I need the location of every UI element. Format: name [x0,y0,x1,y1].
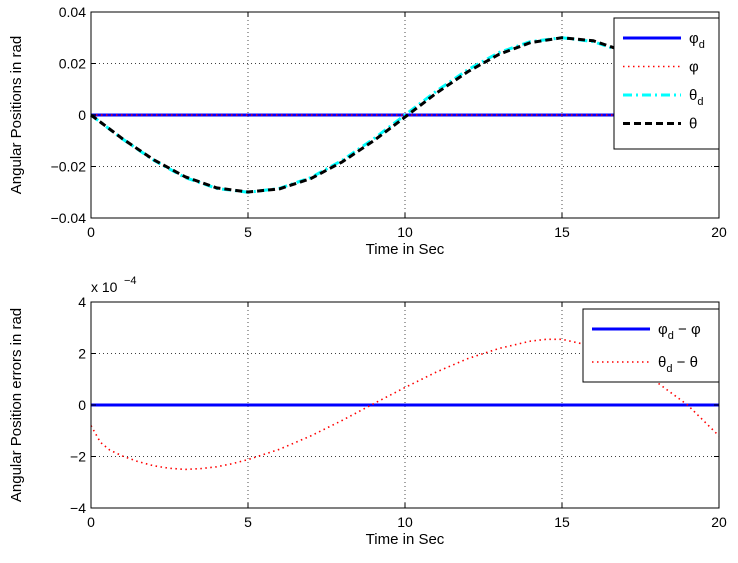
legend-subscript: d [668,330,674,342]
legend-symbol: φ [689,30,699,47]
legend-symbol: θ [658,354,666,371]
x-tick-label: 20 [711,224,727,240]
exponent-power: −4 [124,275,137,287]
legend-label-2: θd [689,87,703,108]
legend-box [582,308,720,383]
legend-label-1: θd − θ [658,354,698,375]
x-tick-label: 5 [244,224,252,240]
legend-rest: − φ [674,321,701,338]
y-tick-label: 4 [78,294,86,310]
y-tick-label: −4 [70,500,86,516]
y-axis-label: Angular Positions in rad [8,36,25,194]
x-tick-label: 10 [397,224,413,240]
top-chart: 0 5 10 15 20 −0.04 −0.02 0 0.02 0.04 Time in Sec An… [8,4,727,258]
y-tick-label: 2 [78,346,86,362]
x-tick-label: 15 [554,514,570,530]
y-axis-label: Angular Position errors in rad [8,308,25,502]
y-tick-label: 0 [78,107,86,123]
series-line-2 [90,36,720,194]
legend-label-1: φ [689,59,699,76]
legend-label-0: φd [689,30,705,51]
axes: 0 5 10 15 20 −4 −2 0 2 4 [70,294,727,530]
series-line-1 [90,338,720,471]
exponent-base: x 10 [91,279,118,295]
legend-subscript: d [697,96,703,108]
x-tick-label: 15 [554,224,570,240]
legend-symbol: φ [689,59,699,76]
legend-subscript: d [666,363,672,375]
x-axis-label: Time in Sec [366,531,445,548]
legend-label-0: φd − φ [658,321,701,342]
legend-box [613,17,720,150]
exponent-label: x 10 −4 [91,275,137,295]
y-tick-label: 0.02 [59,56,86,72]
x-tick-label: 20 [711,514,727,530]
y-tick-label: 0.04 [59,4,86,20]
x-tick-label: 10 [397,514,413,530]
series-group [90,338,720,471]
x-axis-label: Time in Sec [366,241,445,258]
y-tick-label: 0 [78,397,86,413]
legend-symbol: φ [658,321,668,338]
axes: 0 5 10 15 20 −0.04 −0.02 0 0.02 0.04 [51,4,727,240]
x-tick-label: 0 [87,514,95,530]
x-tick-label: 5 [244,514,252,530]
y-tick-label: −2 [70,449,86,465]
x-tick-label: 0 [87,224,95,240]
legend-label-3: θ [689,116,697,133]
legend-symbol: θ [689,87,697,104]
legend-rest: − θ [672,354,697,371]
bottom-chart: 0 5 10 15 20 −4 −2 0 2 4 Time in Sec Angular Positi… [8,275,727,548]
y-tick-label: −0.04 [51,210,87,226]
legend: φd − φθd − θ [582,308,720,383]
y-tick-label: −0.02 [51,159,87,175]
legend-subscript: d [699,39,705,51]
legend-symbol: θ [689,116,697,133]
